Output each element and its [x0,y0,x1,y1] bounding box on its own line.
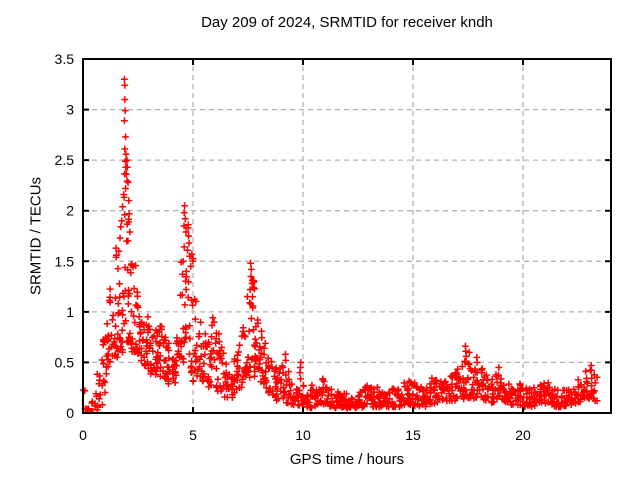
chart-title: Day 209 of 2024, SRMTID for receiver knd… [201,14,493,31]
y-tick-label: 1.5 [55,253,75,269]
tick-labels: 0 0.5 1 1.5 2 2.5 3 3.5 0 5 10 15 20 [55,51,531,443]
y-tick-label: 0 [66,405,74,421]
plot-frame [82,58,612,414]
y-tick-label: 2.5 [55,152,75,168]
x-tick-label: 15 [405,427,421,443]
y-tick-label: 3.5 [55,51,75,67]
y-tick-label: 3 [66,102,74,118]
square-marker [87,408,94,414]
x-axis-label: GPS time / hours [289,451,405,468]
x-tick-label: 10 [295,427,311,443]
grid-lines [83,59,611,413]
x-tick-label: 20 [515,427,531,443]
x-tick-label: 5 [189,427,197,443]
y-tick-label: 2 [66,203,74,219]
x-tick-label: 0 [79,427,87,443]
y-tick-label: 1 [66,304,74,320]
y-tick-label: 0.5 [55,354,75,370]
